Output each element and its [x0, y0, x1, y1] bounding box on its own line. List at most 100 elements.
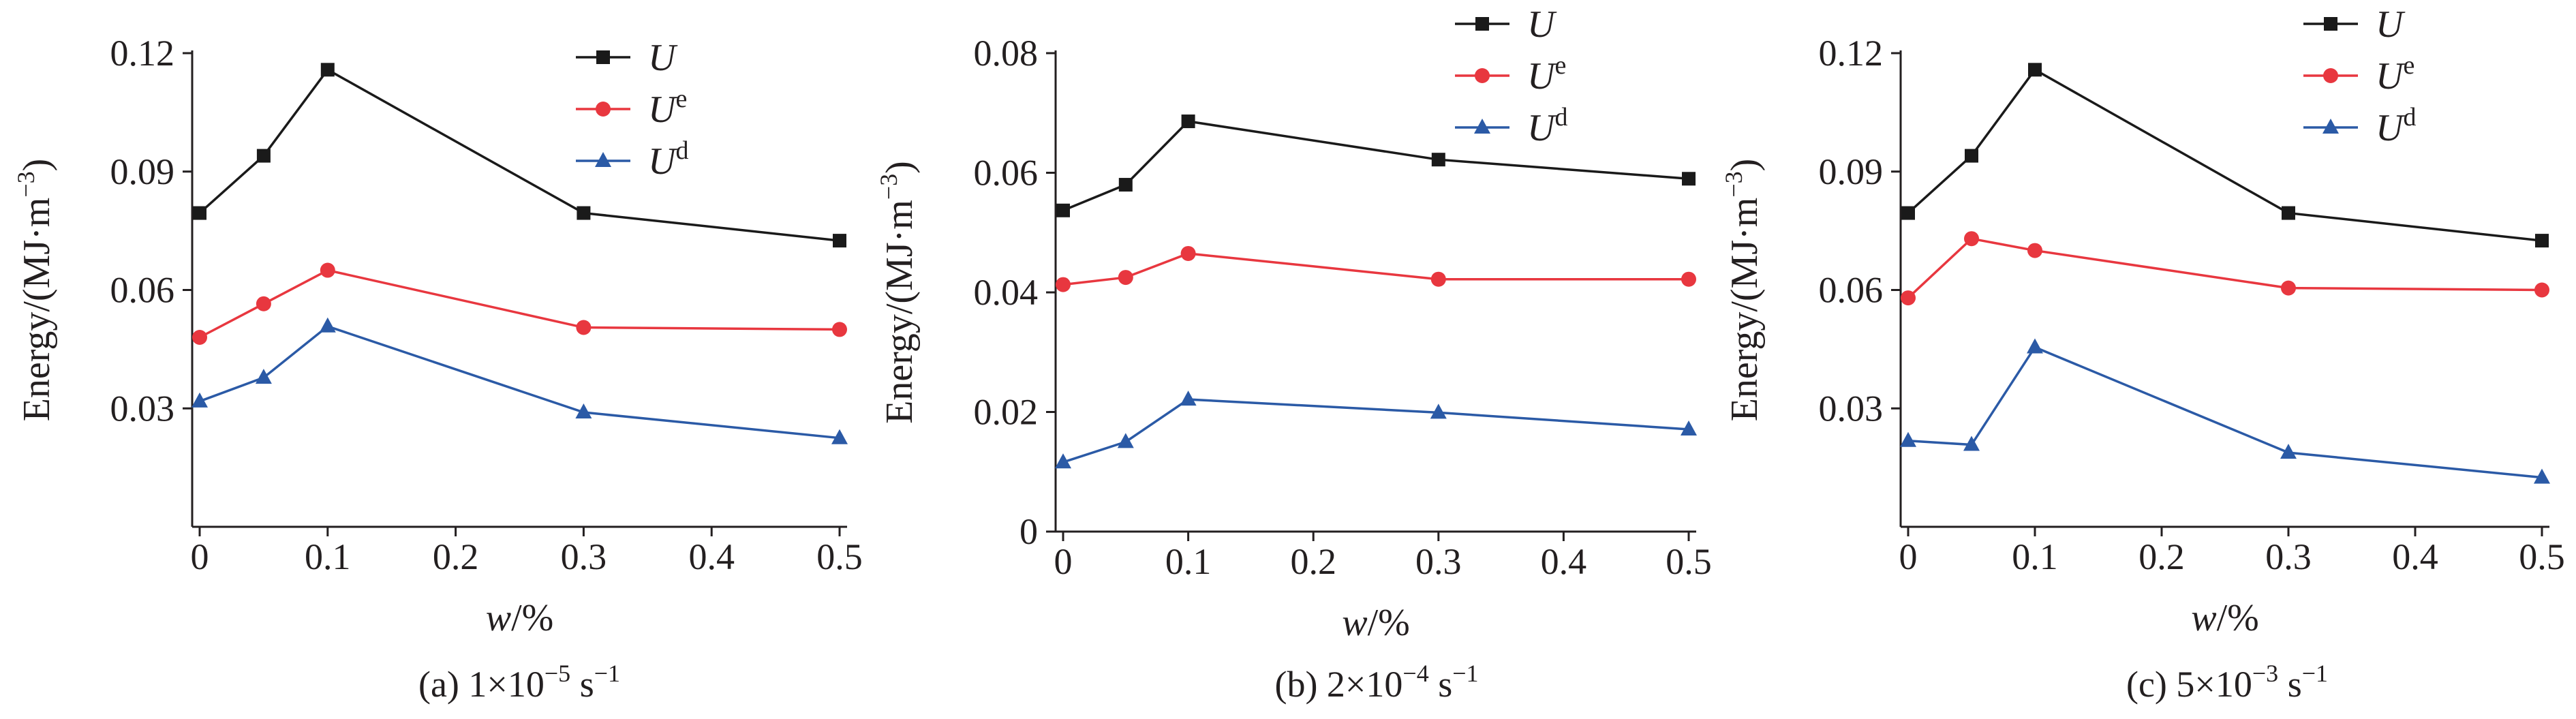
data-point	[1180, 391, 1197, 406]
data-point	[191, 392, 208, 408]
y-tick-label: 0.08	[974, 33, 1039, 74]
series-Ue	[1056, 245, 1696, 292]
data-point	[831, 429, 848, 444]
x-tick-label: 0.3	[1415, 541, 1462, 582]
data-point	[1430, 403, 1447, 419]
x-tick-label: 0.3	[561, 536, 607, 577]
data-point	[2281, 280, 2296, 296]
series-line	[1907, 237, 2543, 299]
data-point	[1056, 277, 1071, 292]
data-point	[256, 296, 271, 311]
data-point	[1964, 231, 1979, 247]
panel-caption: (c) 5×10−3 s−1	[2126, 660, 2328, 705]
data-point	[2027, 338, 2043, 354]
series-Ue	[1901, 231, 2549, 306]
series-Ud	[1900, 338, 2550, 484]
series-line	[1907, 68, 2543, 242]
data-point	[1900, 431, 1916, 447]
x-tick-label: 0.1	[2012, 536, 2058, 577]
series-line	[1062, 120, 1689, 212]
y-axis-label: Energy/(MJ·m−3)	[1720, 159, 1766, 422]
legend-marker	[596, 50, 610, 64]
x-tick-label: 0.5	[2519, 536, 2565, 577]
x-tick-label: 0	[1054, 541, 1073, 582]
legend-marker	[595, 152, 611, 167]
x-tick-label: 0.1	[1165, 541, 1212, 582]
legend-item-Ue: Ue	[2303, 51, 2414, 97]
legend-marker	[2323, 68, 2338, 83]
legend-label: Ue	[2376, 51, 2414, 97]
legend-item-Ue: Ue	[576, 85, 687, 131]
legend-label: Ud	[2376, 103, 2416, 149]
data-point	[2280, 444, 2297, 459]
series-Ud	[191, 317, 848, 444]
data-point	[320, 63, 335, 77]
series-Ue	[192, 262, 847, 345]
legend-item-Ud: Ud	[2303, 103, 2416, 149]
legend-item-Ud: Ud	[576, 136, 688, 183]
x-tick-label: 0.1	[305, 536, 351, 577]
y-tick-label: 0.03	[1819, 388, 1884, 429]
legend-marker	[1475, 68, 1490, 83]
legend-marker	[1474, 119, 1490, 134]
legend-label: U	[2376, 3, 2406, 46]
x-tick-label: 0.5	[816, 536, 863, 577]
data-point	[1963, 435, 1980, 451]
legend-marker	[2324, 17, 2337, 31]
data-point	[1681, 271, 1696, 287]
data-point	[1682, 172, 1696, 186]
data-point	[1118, 270, 1133, 286]
data-point	[2534, 468, 2550, 484]
y-axis-label: Energy/(MJ·m−3)	[875, 161, 921, 424]
data-point	[1901, 206, 1915, 220]
series-line	[199, 324, 840, 440]
y-tick-label: 0.03	[110, 388, 175, 429]
y-tick-label: 0.12	[1819, 33, 1884, 74]
data-point	[255, 369, 272, 384]
chart-panel-1: 0 0.1 0.2 0.3 0.4 0.5 0.03 0.06 0.09 0.12 Energy/(…	[12, 33, 863, 705]
legend-label: Ud	[648, 136, 688, 183]
chart-panel-3: 0 0.1 0.2 0.3 0.4 0.5 0.03 0.06 0.09 0.12 Energy/(…	[1720, 3, 2565, 705]
data-point	[319, 317, 336, 333]
data-point	[1117, 433, 1134, 448]
x-tick-label: 0.4	[2392, 536, 2438, 577]
data-point	[2535, 234, 2549, 248]
series-Ud	[1055, 391, 1697, 469]
legend-item-U: U	[2303, 3, 2406, 46]
data-point	[1118, 178, 1133, 192]
x-tick-label: 0.5	[1666, 541, 1712, 582]
y-tick-label: 0.06	[110, 270, 175, 311]
legend-marker	[1475, 17, 1489, 31]
legend-label: U	[1527, 3, 1557, 46]
legend-item-U: U	[1455, 3, 1557, 46]
data-point	[2028, 63, 2042, 77]
data-point	[2282, 206, 2295, 220]
panel-caption: (b) 2×10−4 s−1	[1274, 660, 1478, 705]
legend-marker	[596, 102, 611, 117]
legend-label: Ud	[1527, 103, 1567, 149]
x-axis-label: w/%	[1342, 602, 1410, 644]
x-tick-label: 0.4	[1541, 541, 1587, 582]
x-tick-label: 0	[191, 536, 209, 577]
legend-label: Ue	[1527, 51, 1566, 97]
data-point	[193, 206, 206, 220]
x-axis-label: w/%	[2191, 597, 2259, 639]
x-tick-label: 0.2	[2138, 536, 2185, 577]
y-tick-label: 0.09	[110, 151, 175, 192]
data-point	[2027, 243, 2042, 258]
data-point	[320, 262, 335, 278]
data-point	[2534, 282, 2549, 298]
y-tick-label: 0.02	[974, 392, 1039, 433]
data-point	[1056, 203, 1070, 217]
legend-item-Ud: Ud	[1455, 103, 1567, 149]
legend-marker	[2322, 119, 2339, 134]
data-point	[1181, 114, 1195, 129]
series-U	[1901, 63, 2549, 248]
series-line	[198, 68, 840, 242]
x-tick-label: 0.2	[1290, 541, 1336, 582]
data-point	[577, 206, 591, 220]
chart-panel-2: 0 0.1 0.2 0.3 0.4 0.5 0 0.02 0.04 0.06 0.08 Energy/…	[875, 3, 1712, 705]
series-line	[1062, 398, 1689, 463]
